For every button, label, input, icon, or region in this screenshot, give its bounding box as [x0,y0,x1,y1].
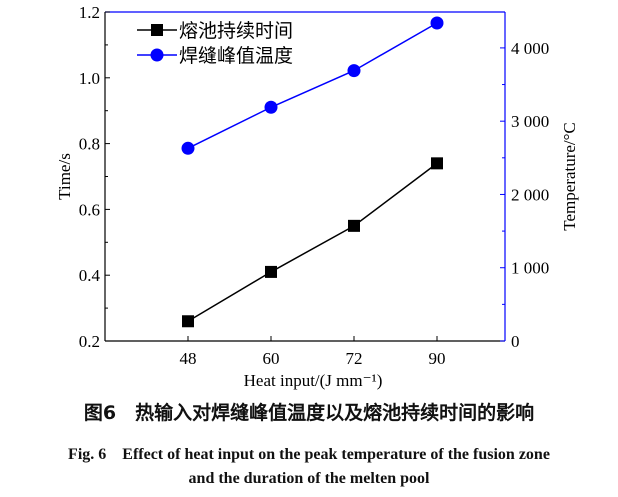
legend-label-0: 熔池持续时间 [179,20,293,42]
right-tick-label: 3 000 [511,112,549,131]
left-tick-label: 0.6 [79,200,100,219]
x-tick-label: 90 [429,349,446,368]
x-axis-label: Heat input/(J mm⁻¹) [244,371,383,390]
x-tick-label: 60 [263,349,280,368]
legend-marker-square [151,24,163,36]
data-point-circle [347,64,361,78]
left-tick-label: 0.2 [79,332,100,351]
data-point-square [348,219,360,232]
right-tick-label: 0 [511,332,520,351]
left-tick-label: 0.4 [79,266,101,285]
right-tick-label: 4 000 [511,39,549,58]
data-point-square [431,157,443,170]
x-tick-label: 72 [346,349,363,368]
series-line-1 [187,22,438,149]
left-axis-label: Time/s [55,153,74,200]
data-point-circle [430,16,444,30]
left-tick-label: 0.8 [79,135,100,154]
data-point-circle [181,141,195,155]
data-point-circle [264,100,278,114]
dual-axis-line-chart: 0.2 0.4 0.6 0.8 1.0 1.2 0 1 000 2 000 3 000 4 000 4… [55,3,579,390]
right-axis-label: Temperature/°C [560,122,579,231]
right-tick-label: 1 000 [511,259,549,278]
caption-english-line1: Fig. 6 Effect of heat input on the peak … [68,446,550,463]
left-tick-label: 1.2 [79,3,100,22]
data-point-square [182,315,194,328]
left-tick-label: 1.0 [79,69,100,88]
caption-chinese: 图6 热输入对焊缝峰值温度以及熔池持续时间的影响 [83,402,535,424]
series-line-0 [187,162,438,322]
legend-label-1: 焊缝峰值温度 [179,45,293,67]
right-tick-label: 2 000 [511,185,549,204]
legend-marker-circle [150,48,164,62]
x-tick-label: 48 [180,349,197,368]
caption-english-line2: and the duration of the melten pool [188,470,430,487]
data-point-square [265,265,277,278]
